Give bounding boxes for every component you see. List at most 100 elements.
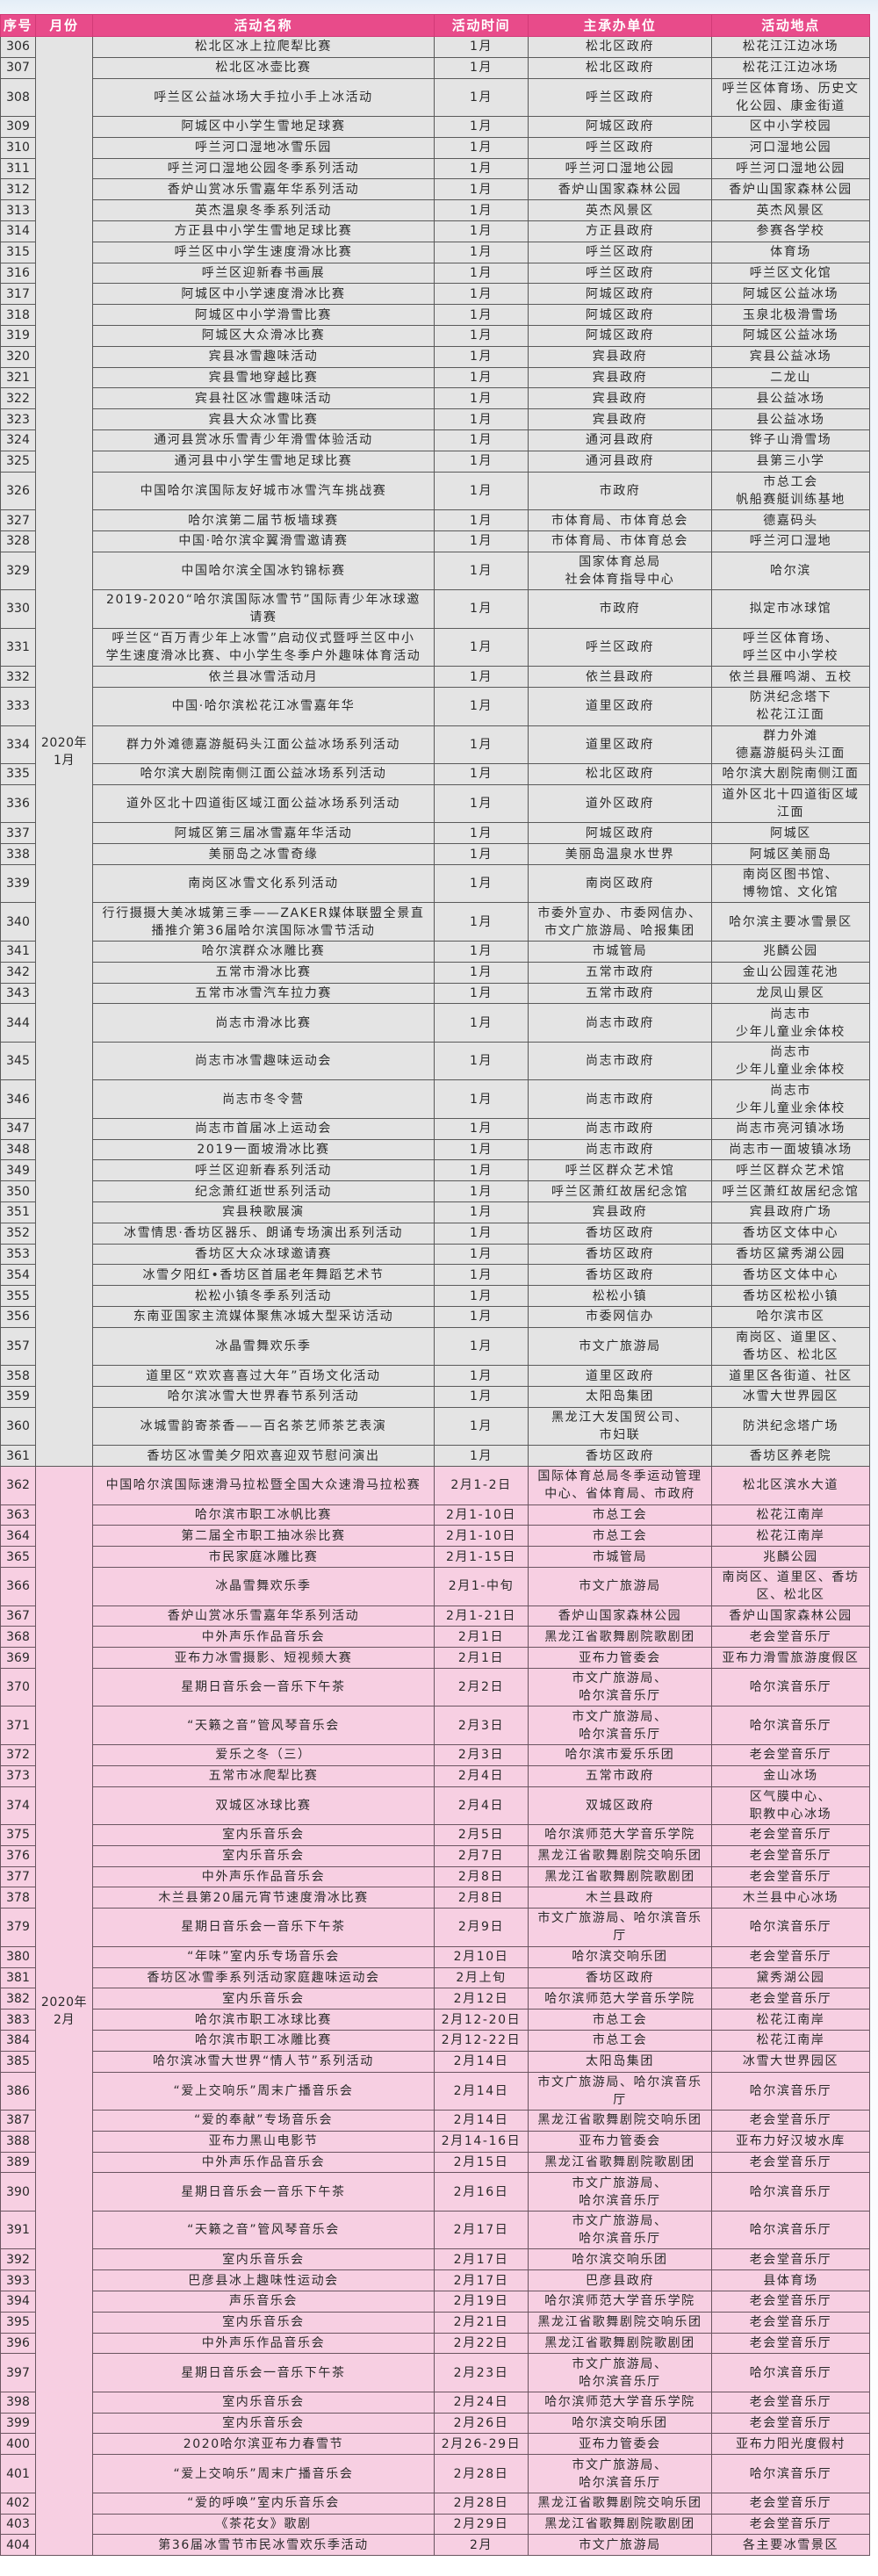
cell-activity-time: 1月 bbox=[434, 1159, 529, 1182]
cell-number: 357 bbox=[0, 1326, 36, 1367]
table-row: 309 阿城区中小学生雪地足球赛 1月 阿城区政府 区中小学校园 bbox=[0, 116, 870, 138]
cell-number: 340 bbox=[0, 902, 36, 942]
cell-activity-time: 2月上旬 bbox=[434, 1966, 529, 1989]
cell-activity-name: 香炉山赏冰乐雪嘉年华系列活动 bbox=[92, 1605, 435, 1627]
cell-activity-time: 1月 bbox=[434, 408, 529, 431]
table-row: 343 五常市冰雪汽车拉力赛 1月 五常市政府 龙凤山景区 bbox=[0, 982, 870, 1005]
table-row: 398 室内乐音乐会 2月24日 哈尔滨师范大学音乐学院 老会堂音乐厅 bbox=[0, 2391, 870, 2414]
header-month: 月份 bbox=[35, 14, 93, 37]
cell-activity-time: 2月3日 bbox=[434, 1743, 529, 1766]
cell-activity-name: 呼兰区中小学生速度滑冰比赛 bbox=[92, 241, 435, 263]
cell-location: 老会堂音乐厅 bbox=[711, 2110, 870, 2132]
cell-number: 356 bbox=[0, 1305, 36, 1328]
cell-location: 哈尔滨音乐厅 bbox=[711, 2210, 870, 2250]
cell-organizer: 阿城区政府 bbox=[528, 304, 712, 327]
cell-organizer: 黑龙江省歌舞剧院交响乐团 bbox=[528, 1844, 712, 1867]
cell-organizer: 宾县政府 bbox=[528, 408, 712, 431]
cell-number: 360 bbox=[0, 1406, 36, 1447]
header-activity-time: 活动时间 bbox=[434, 14, 529, 37]
cell-organizer: 宾县政府 bbox=[528, 345, 712, 368]
table-row: 390 星期日音乐会一音乐下午茶 2月16日 市文广旅游局、 哈尔滨音乐厅 哈尔滨音乐厅 bbox=[0, 2172, 870, 2212]
cell-organizer: 黑龙江省歌舞剧院歌剧团 bbox=[528, 2151, 712, 2174]
cell-location: 老会堂音乐厅 bbox=[711, 2151, 870, 2174]
cell-activity-name: 通河县中小学生雪地足球比赛 bbox=[92, 450, 435, 473]
cell-number: 314 bbox=[0, 220, 36, 242]
table-row: 394 声乐音乐会 2月19日 哈尔滨师范大学音乐学院 老会堂音乐厅 bbox=[0, 2291, 870, 2313]
cell-location: 英杰风景区 bbox=[711, 199, 870, 222]
cell-activity-time: 2月4日 bbox=[434, 1764, 529, 1787]
cell-organizer: 呼兰区群众艺术馆 bbox=[528, 1159, 712, 1182]
cell-activity-time: 1月 bbox=[434, 783, 529, 824]
cell-location: 老会堂音乐厅 bbox=[711, 2311, 870, 2334]
cell-location: 县第三小学 bbox=[711, 450, 870, 473]
cell-activity-name: “爱的呼唤”室内乐音乐会 bbox=[92, 2492, 435, 2515]
cell-activity-time: 2月8日 bbox=[434, 1887, 529, 1909]
table-row: 389 中外声乐作品音乐会 2月15日 黑龙江省歌舞剧院歌剧团 老会堂音乐厅 bbox=[0, 2151, 870, 2174]
cell-organizer: 南岗区政府 bbox=[528, 863, 712, 904]
cell-number: 310 bbox=[0, 136, 36, 159]
cell-activity-time: 1月 bbox=[434, 1386, 529, 1408]
cell-activity-time: 2月15日 bbox=[434, 2151, 529, 2174]
cell-location: 南岗区、道里区、 香坊区、松北区 bbox=[711, 1326, 870, 1367]
cell-activity-time: 2月21日 bbox=[434, 2311, 529, 2334]
cell-number: 362 bbox=[0, 1466, 36, 1505]
cell-location: 道外区北十四道街区域 江面 bbox=[711, 783, 870, 824]
table-row: 350 纪念萧红逝世系列活动 1月 呼兰区萧红故居纪念馆 呼兰区萧红故居纪念馆 bbox=[0, 1180, 870, 1202]
cell-number: 332 bbox=[0, 666, 36, 689]
cell-activity-name: “爱上交响乐”周末广播音乐会 bbox=[92, 2071, 435, 2111]
cell-organizer: 市政府 bbox=[528, 471, 712, 511]
cell-number: 307 bbox=[0, 56, 36, 79]
cell-activity-name: “天籁之音”管风琴音乐会 bbox=[92, 1706, 435, 1745]
cell-number: 384 bbox=[0, 2029, 36, 2052]
table-row: 317 阿城区中小学速度滑冰比赛 1月 阿城区政府 阿城区公益冰场 bbox=[0, 283, 870, 306]
table-row: 333 中国·哈尔滨松花江冰雪嘉年华 1月 道里区政府 防洪纪念塔下 松花江江面 bbox=[0, 687, 870, 726]
table-row: 337 阿城区第三届冰雪嘉年华活动 1月 阿城区政府 阿城区 bbox=[0, 822, 870, 845]
table-row: 342 五常市滑冰比赛 1月 五常市政府 金山公园莲花池 bbox=[0, 961, 870, 984]
cell-activity-time: 2月16日 bbox=[434, 2172, 529, 2212]
cell-activity-name: 呼兰区“百万青少年上冰雪”启动仪式暨呼兰区中小 学生速度滑冰比赛、中小学生冬季户… bbox=[92, 627, 435, 667]
cell-activity-time: 2月14-16日 bbox=[434, 2130, 529, 2153]
table-row: 306 2020年 1月 松北区冰上拉爬犁比赛 1月 松北区政府 松花江江边冰场 bbox=[0, 35, 870, 1468]
table-row: 386 “爱上交响乐”周末广播音乐会 2月14日 市文广旅游局、哈尔滨音乐 厅哈尔滨音… bbox=[0, 2071, 870, 2111]
cell-activity-time: 1月 bbox=[434, 1117, 529, 1140]
cell-activity-name: 中国·哈尔滨松花江冰雪嘉年华 bbox=[92, 687, 435, 726]
table-row: 340 行行摄摄大美冰城第三季——ZAKER媒体联盟全景直 播推介第36届哈尔滨国… bbox=[0, 902, 870, 942]
cell-organizer: 市文广旅游局 bbox=[528, 1567, 712, 1606]
table-row: 391 “天籁之音”管风琴音乐会 2月17日 市文广旅游局、 哈尔滨音乐厅 哈尔滨音乐厅 bbox=[0, 2210, 870, 2250]
cell-organizer: 市总工会 bbox=[528, 2029, 712, 2052]
cell-location: 群力外滩 德嘉游艇码头江面 bbox=[711, 725, 870, 765]
cell-organizer: 哈尔滨师范大学音乐学院 bbox=[528, 2291, 712, 2313]
cell-organizer: 呼兰区政府 bbox=[528, 262, 712, 285]
cell-number: 383 bbox=[0, 2009, 36, 2031]
cell-organizer: 市文广旅游局、哈尔滨音乐 厅 bbox=[528, 2071, 712, 2111]
table-row: 348 2019一面坡滑冰比赛 1月 尚志市政府 尚志市一面坡镇冰场 bbox=[0, 1138, 870, 1161]
cell-activity-name: 室内乐音乐会 bbox=[92, 1844, 435, 1867]
table-row: 349 呼兰区迎新春系列活动 1月 呼兰区群众艺术馆 呼兰区群众艺术馆 bbox=[0, 1159, 870, 1182]
cell-organizer: 木兰县政府 bbox=[528, 1887, 712, 1909]
cell-organizer: 市文广旅游局、 哈尔滨音乐厅 bbox=[528, 1706, 712, 1745]
cell-month: 2020年 1月 bbox=[35, 35, 93, 1468]
table-row: 363 哈尔滨市职工冰帆比赛 2月1-10日 市总工会 松花江南岸 bbox=[0, 1504, 870, 1526]
cell-activity-time: 2月28日 bbox=[434, 2454, 529, 2493]
cell-number: 331 bbox=[0, 627, 36, 667]
table-row: 400 2020哈尔滨亚布力春雪节 2月26-29日 亚布力管委会 亚布力阳光度假村 bbox=[0, 2433, 870, 2456]
cell-number: 395 bbox=[0, 2311, 36, 2334]
cell-location: 尚志市 少年儿童业余体校 bbox=[711, 1079, 870, 1119]
table-row: 375 室内乐音乐会 2月5日 哈尔滨师范大学音乐学院 老会堂音乐厅 bbox=[0, 1824, 870, 1846]
table-row: 401 “爱上交响乐”周末广播音乐会 2月28日 市文广旅游局、 哈尔滨音乐厅 哈尔滨音… bbox=[0, 2454, 870, 2493]
cell-number: 388 bbox=[0, 2130, 36, 2153]
cell-number: 378 bbox=[0, 1887, 36, 1909]
cell-number: 350 bbox=[0, 1180, 36, 1202]
cell-organizer: 道里区政府 bbox=[528, 725, 712, 765]
cell-activity-name: 冰雪夕阳红•香坊区首届老年舞蹈艺术节 bbox=[92, 1264, 435, 1287]
table-row: 373 五常市冰爬犁比赛 2月4日 五常市政府 金山冰场 bbox=[0, 1764, 870, 1787]
cell-organizer: 哈尔滨交响乐团 bbox=[528, 2412, 712, 2435]
cell-organizer: 呼兰区政府 bbox=[528, 136, 712, 159]
table-row: 362 2020年 2月 中国哈尔滨国际速滑马拉松暨全国大众速滑马拉松赛 2月1-2日… bbox=[0, 1466, 870, 2557]
table-row: 323 宾县大众冰雪比赛 1月 宾县政府 县公益冰场 bbox=[0, 408, 870, 431]
cell-location: 玉泉北极滑雪场 bbox=[711, 304, 870, 327]
table-row: 346 尚志市冬令营 1月 尚志市政府 尚志市 少年儿童业余体校 bbox=[0, 1079, 870, 1119]
table-row: 396 中外声乐作品音乐会 2月22日 黑龙江省歌舞剧院歌剧团 老会堂音乐厅 bbox=[0, 2332, 870, 2355]
cell-number: 353 bbox=[0, 1243, 36, 1266]
cell-location: 木兰县中心冰场 bbox=[711, 1887, 870, 1909]
